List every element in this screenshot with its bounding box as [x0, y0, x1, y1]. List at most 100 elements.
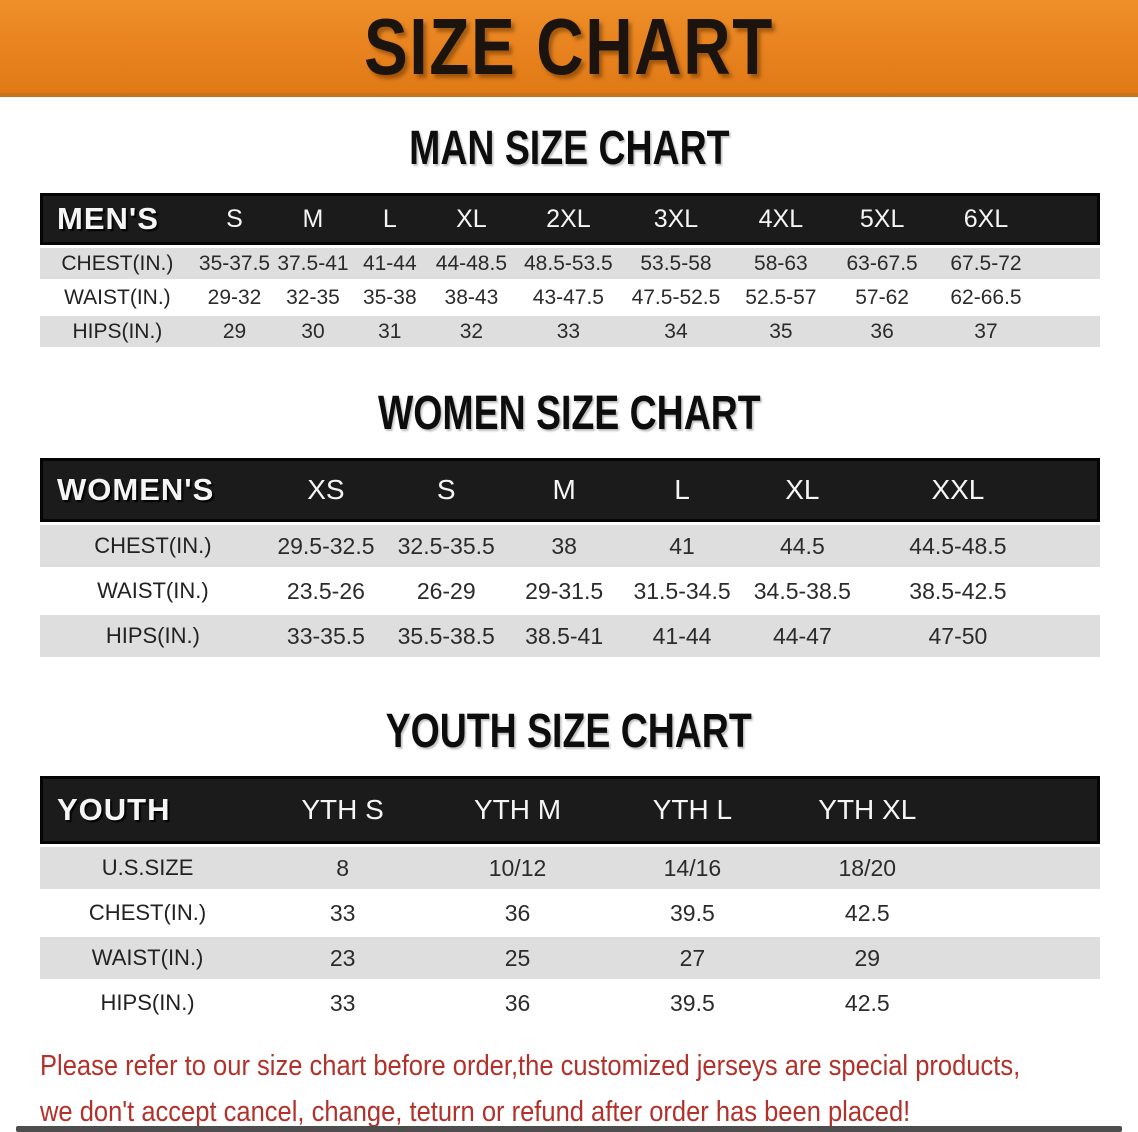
size-value-cell: 27	[604, 937, 780, 979]
spacer-cell	[954, 982, 1100, 1024]
size-value-cell: 37	[932, 316, 1040, 347]
size-value-cell: 38.5-42.5	[862, 570, 1054, 612]
size-value-cell: 43-47.5	[514, 282, 622, 313]
size-value-cell: 32	[427, 316, 515, 347]
size-column-header: XL	[742, 458, 863, 522]
measure-row-label: HIPS(IN.)	[40, 982, 256, 1024]
size-value-cell: 44-47	[742, 615, 863, 657]
size-value-cell: 53.5-58	[621, 248, 731, 279]
women-header-row: WOMEN'S XS S M L XL XXL	[40, 458, 1100, 522]
size-value-cell: 29-32	[194, 282, 275, 313]
size-value-cell: 35-38	[351, 282, 428, 313]
banner-title: SIZE CHART	[364, 1, 774, 91]
size-column-header: YTH S	[255, 776, 431, 844]
size-value-cell: 41-44	[621, 615, 743, 657]
measure-row-label: HIPS(IN.)	[40, 615, 266, 657]
youth-header-row: YOUTH YTH S YTH M YTH L YTH XL	[40, 776, 1100, 844]
spacer-cell	[1053, 570, 1100, 612]
spacer-cell	[1053, 615, 1100, 657]
men-chest-row: CHEST(IN.) 35-37.5 37.5-41 41-44 44-48.5…	[40, 248, 1100, 279]
size-value-cell: 41-44	[351, 248, 428, 279]
measure-row-label: CHEST(IN.)	[40, 892, 256, 934]
size-value-cell: 36	[430, 982, 605, 1024]
size-value-cell: 30	[274, 316, 352, 347]
size-value-cell: 35-37.5	[194, 248, 275, 279]
size-value-cell: 38.5-41	[506, 615, 622, 657]
size-column-header: 3XL	[621, 193, 731, 245]
order-disclaimer: Please refer to our size chart before or…	[40, 1049, 1138, 1129]
size-value-cell: 36	[831, 316, 933, 347]
women-section-heading: WOMEN SIZE CHART	[0, 386, 1138, 441]
spacer-cell	[954, 892, 1100, 934]
size-value-cell: 44.5-48.5	[862, 525, 1054, 567]
size-column-header: YTH XL	[779, 776, 955, 844]
size-value-cell: 57-62	[831, 282, 933, 313]
size-column-header: XL	[427, 193, 515, 245]
size-column-header: L	[351, 193, 428, 245]
men-waist-row: WAIST(IN.) 29-32 32-35 35-38 38-43 43-47…	[40, 282, 1100, 313]
size-column-header: XXL	[862, 458, 1054, 522]
measure-row-label: CHEST(IN.)	[40, 248, 195, 279]
youth-section-heading: YOUTH SIZE CHART	[0, 704, 1138, 759]
size-column-header: 6XL	[932, 193, 1040, 245]
size-value-cell: 29.5-32.5	[265, 525, 387, 567]
women-chest-row: CHEST(IN.) 29.5-32.5 32.5-35.5 38 41 44.…	[40, 525, 1100, 567]
size-column-header: 4XL	[730, 193, 832, 245]
men-size-table: MEN'S S M L XL 2XL 3XL 4XL 5XL 6XL CHEST…	[40, 190, 1100, 350]
size-value-cell: 63-67.5	[831, 248, 933, 279]
size-column-header: XS	[265, 458, 387, 522]
size-value-cell: 37.5-41	[274, 248, 352, 279]
size-value-cell: 18/20	[779, 847, 955, 889]
size-column-header: 2XL	[514, 193, 622, 245]
size-value-cell: 48.5-53.5	[514, 248, 622, 279]
measure-row-label: WAIST(IN.)	[40, 570, 266, 612]
spacer-cell	[954, 776, 1100, 844]
women-hips-row: HIPS(IN.) 33-35.5 35.5-38.5 38.5-41 41-4…	[40, 615, 1100, 657]
size-column-header: M	[506, 458, 622, 522]
size-value-cell: 34	[621, 316, 731, 347]
size-value-cell: 29	[194, 316, 275, 347]
size-value-cell: 31	[351, 316, 428, 347]
size-value-cell: 35	[730, 316, 832, 347]
spacer-cell	[1053, 525, 1100, 567]
size-value-cell: 41	[621, 525, 743, 567]
women-waist-row: WAIST(IN.) 23.5-26 26-29 29-31.5 31.5-34…	[40, 570, 1100, 612]
size-value-cell: 10/12	[430, 847, 605, 889]
women-table-label: WOMEN'S	[40, 458, 266, 522]
bottom-divider	[16, 1126, 1122, 1132]
size-value-cell: 36	[430, 892, 605, 934]
measure-row-label: U.S.SIZE	[40, 847, 256, 889]
youth-waist-row: WAIST(IN.) 23 25 27 29	[40, 937, 1100, 979]
disclaimer-line-2: we don't accept cancel, change, teturn o…	[40, 1096, 911, 1128]
size-value-cell: 38	[506, 525, 622, 567]
size-value-cell: 23.5-26	[265, 570, 387, 612]
size-value-cell: 42.5	[779, 892, 955, 934]
measure-row-label: CHEST(IN.)	[40, 525, 266, 567]
size-value-cell: 26-29	[386, 570, 507, 612]
size-value-cell: 34.5-38.5	[742, 570, 863, 612]
disclaimer-line-1: Please refer to our size chart before or…	[40, 1050, 1021, 1082]
spacer-cell	[1039, 193, 1100, 245]
spacer-cell	[1053, 458, 1100, 522]
spacer-cell	[1039, 282, 1100, 313]
size-value-cell: 29	[779, 937, 955, 979]
size-value-cell: 33	[514, 316, 622, 347]
man-section-heading: MAN SIZE CHART	[0, 121, 1138, 176]
size-value-cell: 44.5	[742, 525, 863, 567]
men-header-row: MEN'S S M L XL 2XL 3XL 4XL 5XL 6XL	[40, 193, 1100, 245]
size-value-cell: 33	[255, 982, 431, 1024]
women-size-table: WOMEN'S XS S M L XL XXL CHEST(IN.) 29.5-…	[40, 455, 1100, 660]
men-hips-row: HIPS(IN.) 29 30 31 32 33 34 35 36 37	[40, 316, 1100, 347]
women-section-heading-text: WOMEN SIZE CHART	[377, 387, 761, 440]
youth-section-heading-text: YOUTH SIZE CHART	[385, 705, 753, 758]
spacer-cell	[954, 937, 1100, 979]
size-value-cell: 14/16	[604, 847, 780, 889]
size-value-cell: 38-43	[427, 282, 515, 313]
size-value-cell: 47.5-52.5	[621, 282, 731, 313]
size-value-cell: 42.5	[779, 982, 955, 1024]
size-value-cell: 58-63	[730, 248, 832, 279]
size-value-cell: 35.5-38.5	[386, 615, 507, 657]
spacer-cell	[954, 847, 1100, 889]
measure-row-label: HIPS(IN.)	[40, 316, 195, 347]
spacer-cell	[1039, 248, 1100, 279]
